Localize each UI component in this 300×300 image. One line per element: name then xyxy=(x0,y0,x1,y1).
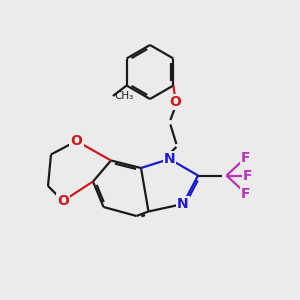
Text: F: F xyxy=(241,187,251,200)
Text: CH₃: CH₃ xyxy=(114,91,134,101)
Text: N: N xyxy=(177,197,189,211)
Text: O: O xyxy=(70,134,83,148)
Text: F: F xyxy=(243,169,252,182)
Text: N: N xyxy=(164,152,175,166)
Text: O: O xyxy=(169,95,181,109)
Text: F: F xyxy=(241,151,251,164)
Text: O: O xyxy=(57,194,69,208)
